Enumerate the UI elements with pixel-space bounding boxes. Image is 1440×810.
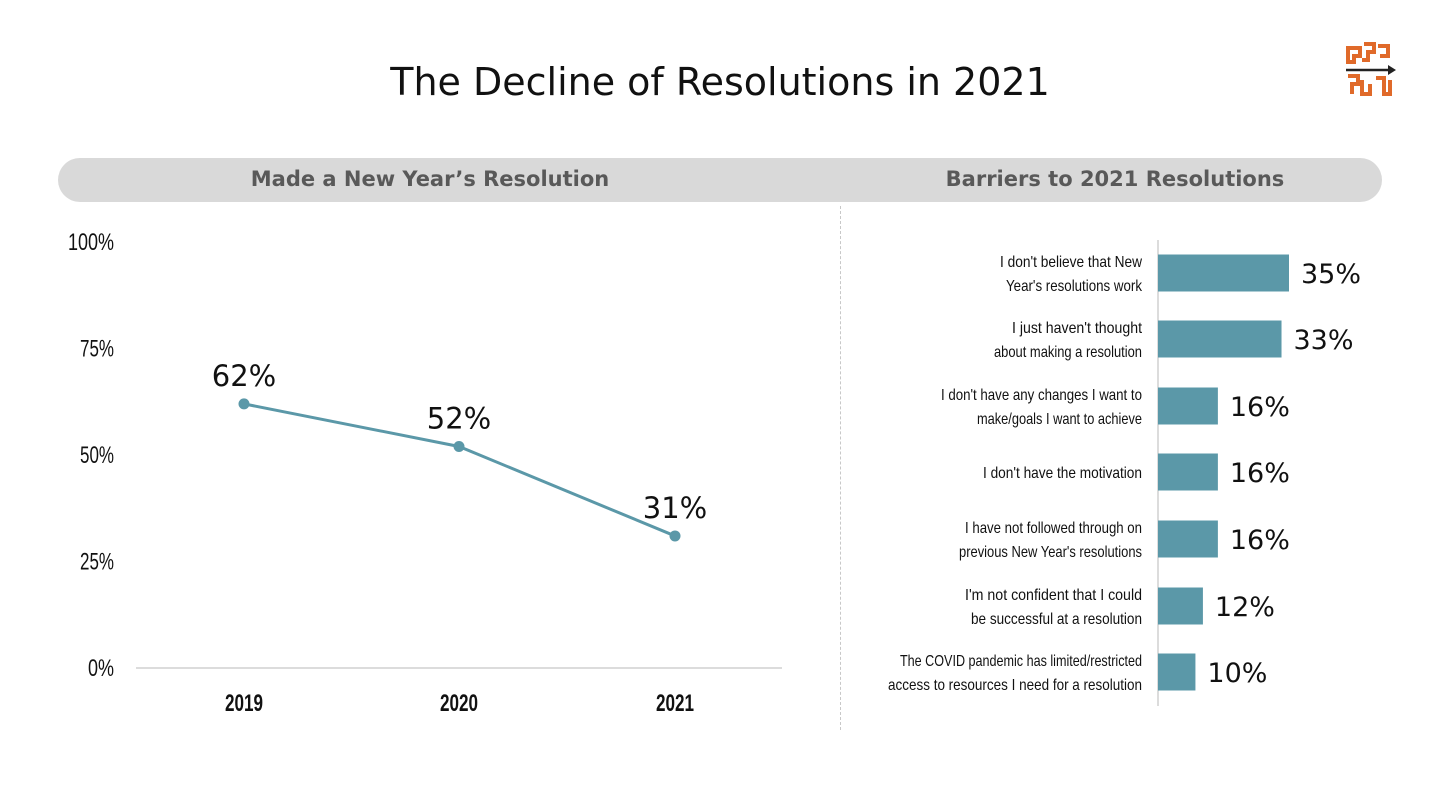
category-label: I don't believe that New: [1000, 254, 1142, 271]
data-label: 16%: [1230, 392, 1290, 423]
bar: [1158, 654, 1195, 691]
bar: [1158, 388, 1218, 425]
category-label: I'm not confident that I could: [965, 587, 1142, 604]
data-label: 35%: [1301, 259, 1361, 290]
category-label: I just haven't thought: [1012, 320, 1142, 337]
category-label: be successful at a resolution: [971, 611, 1142, 628]
bar: [1158, 521, 1218, 558]
category-label: about making a resolution: [994, 344, 1142, 361]
category-label: The COVID pandemic has limited/restricte…: [900, 653, 1142, 670]
category-label: I have not followed through on: [965, 520, 1142, 537]
category-label: I don't have any changes I want to: [941, 387, 1142, 404]
data-label: 12%: [1215, 592, 1275, 623]
category-label: access to resources I need for a resolut…: [888, 677, 1142, 694]
bar: [1158, 454, 1218, 491]
bar: [1158, 255, 1289, 292]
bar: [1158, 321, 1282, 358]
category-label: previous New Year's resolutions: [959, 544, 1142, 561]
data-label: 16%: [1230, 458, 1290, 489]
data-label: 10%: [1207, 658, 1267, 689]
category-label: Year's resolutions work: [1006, 278, 1143, 295]
category-label: make/goals I want to achieve: [977, 411, 1142, 428]
category-label: I don't have the motivation: [983, 465, 1142, 482]
bar-chart: 35% I don't believe that New Year's resolu…: [0, 0, 1440, 810]
data-label: 33%: [1294, 325, 1354, 356]
data-label: 16%: [1230, 525, 1290, 556]
bar: [1158, 588, 1203, 625]
